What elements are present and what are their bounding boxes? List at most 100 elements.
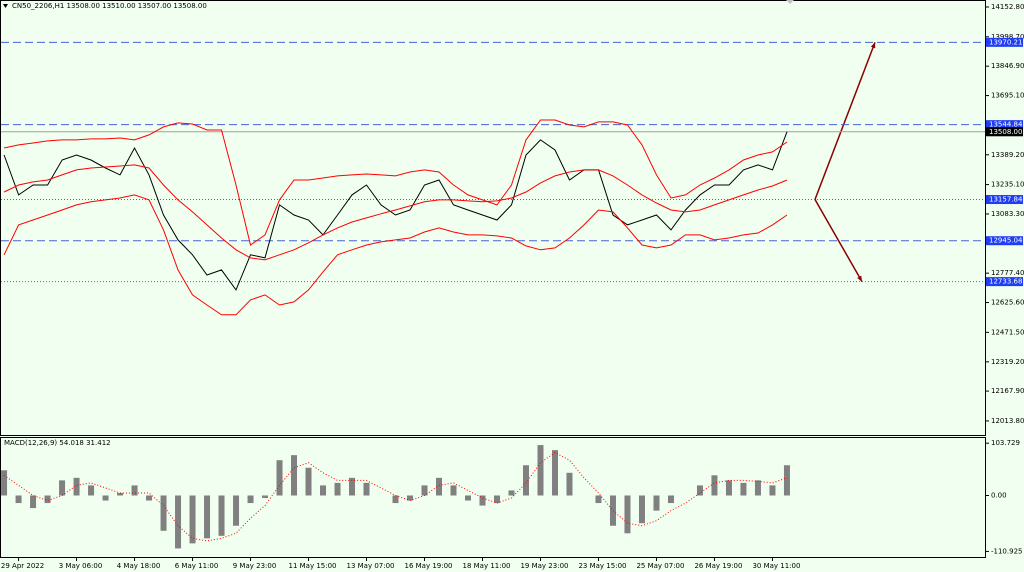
macd-bar <box>1 470 8 496</box>
macd-bar <box>609 495 616 526</box>
macd-bar <box>102 495 109 501</box>
macd-bar <box>493 495 500 504</box>
x-tick-label: 18 May 11:00 <box>462 562 510 570</box>
macd-bar <box>740 482 747 496</box>
macd-bar <box>624 495 631 534</box>
macd-bar <box>479 495 486 506</box>
macd-bar <box>160 495 167 531</box>
macd-bar <box>754 480 761 496</box>
main-panel-frame <box>0 0 986 436</box>
macd-bar <box>638 495 645 524</box>
x-tick-label: 4 May 18:00 <box>117 562 161 570</box>
macd-bar <box>711 475 718 496</box>
macd-bar <box>783 465 790 496</box>
macd-bar <box>421 485 428 496</box>
price-level-tag <box>986 277 1023 287</box>
price-level-label: 13508.00 <box>989 128 1022 136</box>
x-tick-label: 3 May 06:00 <box>59 562 103 570</box>
price-line <box>3 131 788 291</box>
forecast-arrows <box>814 42 876 282</box>
y-tick-label: 13695.10 <box>991 92 1024 100</box>
macd-bar <box>131 485 138 496</box>
price-level-tag <box>986 37 1023 47</box>
macd-bar <box>44 495 51 504</box>
price-level-label: 13157.84 <box>989 196 1023 204</box>
price-level-label: 13970.21 <box>989 38 1022 46</box>
macd-bar <box>175 495 182 549</box>
y-tick-label: 12625.60 <box>991 299 1024 307</box>
y-tick-label: 14152.80 <box>991 3 1024 11</box>
macd-bar <box>522 465 529 496</box>
macd-bar <box>320 485 327 496</box>
y-tick-label: 13083.30 <box>991 210 1024 218</box>
shift-marker <box>786 0 794 4</box>
y-tick-label: 12319.20 <box>991 358 1024 366</box>
macd-bar <box>595 495 602 504</box>
arrow-head <box>870 42 876 49</box>
macd-bar <box>450 485 457 496</box>
macd-bar <box>15 495 22 504</box>
indicator-line <box>3 164 788 261</box>
price-level-label: 12733.68 <box>989 278 1022 286</box>
macd-bar <box>146 495 153 501</box>
macd-bar <box>291 455 298 496</box>
macd-bar <box>233 495 240 526</box>
x-tick-label: 19 May 23:00 <box>520 562 568 570</box>
y-tick-label: 13998.70 <box>991 33 1024 41</box>
arrow-head <box>857 275 862 282</box>
macd-bar <box>551 450 558 496</box>
y-tick-label: 12777.40 <box>991 269 1024 277</box>
macd-bar <box>189 495 196 544</box>
y-tick-label: 103.729 <box>991 439 1020 447</box>
macd-bar <box>436 477 443 496</box>
x-tick-label: 13 May 07:00 <box>347 562 395 570</box>
macd-bar <box>276 460 283 496</box>
macd-bar <box>305 467 312 496</box>
macd-bar <box>334 482 341 496</box>
y-tick-label: -110.925 <box>991 547 1022 555</box>
macd-bar <box>769 485 776 496</box>
price-level-label: 13544.84 <box>989 121 1023 129</box>
arrow-shaft <box>814 42 876 200</box>
macd-bar <box>73 477 80 496</box>
macd-bar <box>30 495 37 509</box>
y-tick-label: 12167.90 <box>991 387 1024 395</box>
price-level-tag <box>986 195 1023 205</box>
y-tick-label: 0.00 <box>991 491 1007 499</box>
y-tick-label: 13389.20 <box>991 151 1024 159</box>
macd-bar <box>566 472 573 496</box>
x-tick-label: 23 May 15:00 <box>578 562 626 570</box>
macd-bar <box>349 477 356 496</box>
price-level-tag <box>986 127 1023 137</box>
x-tick-label: 26 May 19:00 <box>694 562 742 570</box>
macd-bar <box>667 495 674 504</box>
menu-triangle[interactable] <box>3 4 8 8</box>
indicator-line <box>3 194 788 316</box>
macd-bar <box>262 495 269 499</box>
x-tick-label: 30 May 11:00 <box>752 562 800 570</box>
price-level-label: 12945.04 <box>989 237 1023 245</box>
x-tick-label: 29 Apr 2022 <box>1 562 44 570</box>
macd-bar <box>117 492 124 496</box>
macd-bar <box>653 495 660 511</box>
x-tick-label: 9 May 23:00 <box>233 562 277 570</box>
symbol-header: CN50_2206,H1 13508.00 13510.00 13507.00 … <box>12 2 207 10</box>
macd-bar <box>59 480 66 496</box>
macd-header: MACD(12,26,9) 54.018 31.412 <box>4 439 111 447</box>
y-tick-label: 13235.10 <box>991 181 1024 189</box>
macd-bar <box>464 495 471 501</box>
arrow-shaft <box>814 199 863 282</box>
y-tick-label: 12013.80 <box>991 417 1024 425</box>
macd-bar <box>696 485 703 496</box>
y-tick-label: 12471.50 <box>991 328 1024 336</box>
macd-panel-frame <box>0 437 986 558</box>
price-level-tag <box>986 236 1023 246</box>
x-tick-label: 25 May 07:00 <box>636 562 684 570</box>
x-tick-label: 16 May 19:00 <box>404 562 452 570</box>
macd-bar <box>508 490 515 496</box>
macd-bar <box>88 485 95 496</box>
y-tick-label: 13846.90 <box>991 62 1024 70</box>
x-tick-label: 6 May 11:00 <box>175 562 219 570</box>
